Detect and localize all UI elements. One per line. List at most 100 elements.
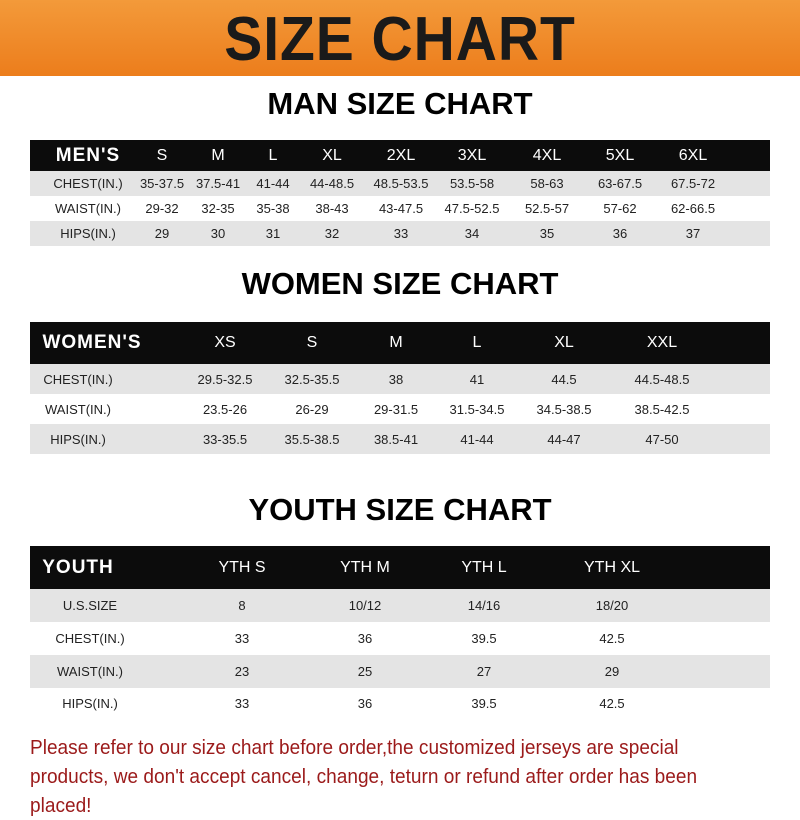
row-label: U.S.SIZE bbox=[62, 598, 118, 613]
row-label: HIPS(IN.) bbox=[60, 226, 116, 241]
size-header: 2XL bbox=[386, 146, 416, 164]
table-corner-label: MEN'S bbox=[55, 144, 121, 166]
measurement-cell: 48.5-53.5 bbox=[373, 176, 429, 191]
measurement-cell: 32-35 bbox=[201, 201, 235, 216]
table-row: WAIST(IN.) 23 25 27 29 bbox=[30, 655, 770, 688]
measurement-cell: 38.5-41 bbox=[373, 431, 419, 447]
row-label: WAIST(IN.) bbox=[57, 664, 123, 679]
measurement-cell: 29 bbox=[604, 664, 620, 679]
measurement-cell: 31.5-34.5 bbox=[449, 401, 505, 417]
table-row: WAIST(IN.) 29-32 32-35 35-38 38-43 43-47.5 47.… bbox=[30, 196, 770, 221]
table-corner-label: WOMEN'S bbox=[42, 332, 142, 353]
measurement-cell: 14/16 bbox=[467, 598, 501, 613]
measurement-cell: 53.5-58 bbox=[449, 176, 495, 191]
size-header: YTH S bbox=[218, 558, 266, 576]
size-header: YTH M bbox=[340, 558, 390, 576]
measurement-cell: 34 bbox=[464, 226, 480, 241]
men-section-title: MAN SIZE CHART bbox=[267, 86, 533, 121]
size-header: 6XL bbox=[678, 146, 708, 164]
table-row: HIPS(IN.) 33-35.5 35.5-38.5 38.5-41 41-44 44-… bbox=[30, 424, 770, 454]
header-row: MEN'S S M L XL 2XL 3XL 4XL 5XL 6XL bbox=[30, 140, 770, 171]
measurement-cell: 33 bbox=[393, 226, 409, 241]
measurement-cell: 41-44 bbox=[460, 431, 494, 447]
measurement-cell: 35-38 bbox=[256, 201, 290, 216]
measurement-cell: 63-67.5 bbox=[597, 176, 643, 191]
measurement-cell: 35.5-38.5 bbox=[284, 431, 340, 447]
measurement-cell: 33-35.5 bbox=[202, 431, 248, 447]
measurement-cell: 36 bbox=[357, 631, 373, 646]
table-row: WAIST(IN.) 23.5-26 26-29 29-31.5 31.5-34.5 34… bbox=[30, 394, 770, 424]
measurement-cell: 44-48.5 bbox=[309, 176, 355, 191]
size-header: M bbox=[211, 146, 225, 164]
measurement-cell: 44.5 bbox=[551, 371, 577, 387]
measurement-cell: 33 bbox=[234, 696, 250, 711]
size-header: M bbox=[389, 334, 403, 351]
measurement-cell: 47.5-52.5 bbox=[444, 201, 500, 216]
measurement-cell: 42.5 bbox=[599, 631, 625, 646]
measurement-cell: 23 bbox=[234, 664, 250, 679]
measurement-cell: 37 bbox=[685, 226, 701, 241]
size-header: S bbox=[156, 146, 168, 164]
measurement-cell: 31 bbox=[265, 226, 281, 241]
measurement-cell: 57-62 bbox=[603, 201, 637, 216]
table-row: CHEST(IN.) 29.5-32.5 32.5-35.5 38 41 44.5 44.5… bbox=[30, 364, 770, 394]
size-header: 5XL bbox=[605, 146, 635, 164]
measurement-cell: 29-32 bbox=[145, 201, 179, 216]
row-label: WAIST(IN.) bbox=[45, 401, 111, 417]
measurement-cell: 29-31.5 bbox=[373, 401, 419, 417]
header-row: WOMEN'S XS S M L XL XXL bbox=[30, 322, 770, 364]
measurement-cell: 38 bbox=[388, 371, 404, 387]
measurement-cell: 29 bbox=[154, 226, 170, 241]
measurement-cell: 27 bbox=[476, 664, 492, 679]
measurement-cell: 41-44 bbox=[256, 176, 290, 191]
measurement-cell: 38.5-42.5 bbox=[634, 401, 690, 417]
measurement-cell: 35 bbox=[539, 226, 555, 241]
order-notice: Please refer to our size chart before or… bbox=[30, 736, 698, 817]
measurement-cell: 10/12 bbox=[348, 598, 382, 613]
row-label: HIPS(IN.) bbox=[50, 431, 106, 447]
size-header: YTH XL bbox=[583, 558, 641, 576]
page-title: SIZE CHART bbox=[224, 5, 576, 74]
table-corner-label: YOUTH bbox=[42, 556, 114, 578]
measurement-cell: 38-43 bbox=[315, 201, 349, 216]
header-row: YOUTH YTH S YTH M YTH L YTH XL bbox=[30, 546, 770, 589]
size-header: L bbox=[268, 146, 278, 164]
measurement-cell: 26-29 bbox=[295, 401, 329, 417]
women-section-title: WOMEN SIZE CHART bbox=[241, 266, 559, 301]
table-row: HIPS(IN.) 33 36 39.5 42.5 bbox=[30, 688, 770, 719]
measurement-cell: 18/20 bbox=[595, 598, 629, 613]
measurement-cell: 8 bbox=[238, 598, 246, 613]
measurement-cell: 39.5 bbox=[471, 631, 497, 646]
size-header: XL bbox=[554, 334, 574, 351]
table-row: CHEST(IN.) 35-37.5 37.5-41 41-44 44-48.5 48.5… bbox=[30, 171, 770, 196]
measurement-cell: 52.5-57 bbox=[524, 201, 570, 216]
table-row: HIPS(IN.) 29 30 31 32 33 34 35 36 37 bbox=[30, 221, 770, 246]
measurement-cell: 33 bbox=[234, 631, 250, 646]
size-header: 3XL bbox=[457, 146, 487, 164]
size-header: XS bbox=[214, 334, 236, 351]
size-header: 4XL bbox=[532, 146, 562, 164]
size-header: XXL bbox=[646, 334, 678, 351]
row-label: CHEST(IN.) bbox=[43, 371, 113, 387]
measurement-cell: 44-47 bbox=[547, 431, 581, 447]
size-header: XL bbox=[322, 146, 342, 164]
measurement-cell: 37.5-41 bbox=[195, 176, 241, 191]
measurement-cell: 34.5-38.5 bbox=[536, 401, 592, 417]
measurement-cell: 35-37.5 bbox=[139, 176, 185, 191]
row-label: WAIST(IN.) bbox=[55, 201, 121, 216]
measurement-cell: 32.5-35.5 bbox=[284, 371, 340, 387]
size-header: YTH L bbox=[461, 558, 507, 576]
measurement-cell: 42.5 bbox=[599, 696, 625, 711]
table-row: CHEST(IN.) 33 36 39.5 42.5 bbox=[30, 622, 770, 655]
row-label: CHEST(IN.) bbox=[55, 631, 125, 646]
table-row: U.S.SIZE 8 10/12 14/16 18/20 bbox=[30, 589, 770, 622]
row-label: CHEST(IN.) bbox=[53, 176, 123, 191]
measurement-cell: 30 bbox=[210, 226, 226, 241]
measurement-cell: 39.5 bbox=[471, 696, 497, 711]
measurement-cell: 58-63 bbox=[530, 176, 564, 191]
size-header: L bbox=[472, 334, 482, 351]
measurement-cell: 62-66.5 bbox=[670, 201, 716, 216]
measurement-cell: 23.5-26 bbox=[202, 401, 248, 417]
measurement-cell: 25 bbox=[357, 664, 373, 679]
measurement-cell: 44.5-48.5 bbox=[634, 371, 690, 387]
